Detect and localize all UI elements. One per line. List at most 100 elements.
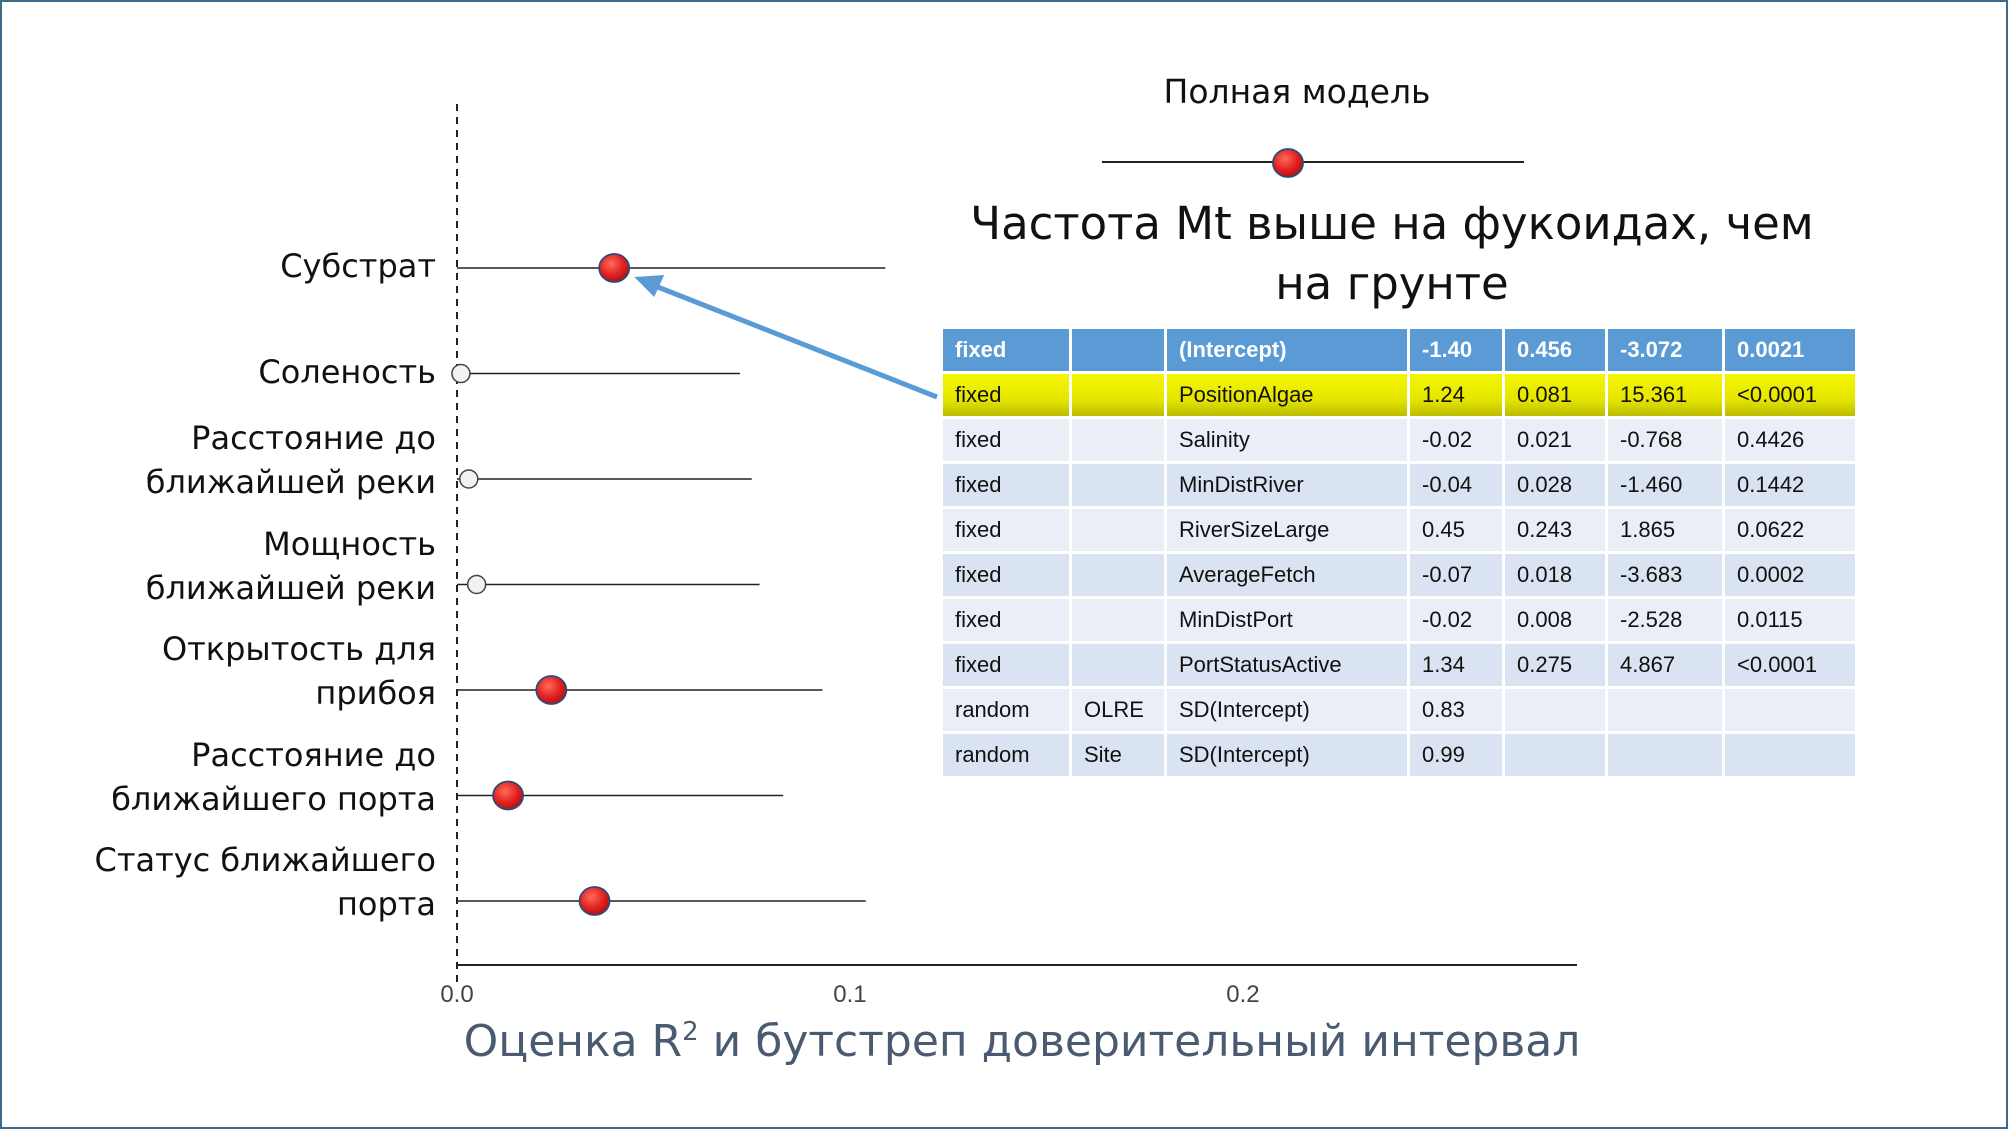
table-cell: 0.0115 [1725,599,1855,641]
x-tick-label: 0.0 [440,981,473,1008]
table-cell: <0.0001 [1725,374,1855,416]
table-cell: Salinity [1167,419,1407,461]
table-row: random Site SD(Intercept) 0.99 [943,734,1855,776]
category-label: Статус ближайшего порта [94,841,436,923]
table-row: random OLRE SD(Intercept) 0.83 [943,689,1855,731]
table-cell: 0.0002 [1725,554,1855,596]
table-row: fixed PositionAlgae 1.24 0.081 15.361 <0.0001 [943,374,1855,416]
table-cell: SD(Intercept) [1167,689,1407,731]
annotation-text: Частота Mt выше на фукоидах, чем на грун… [970,197,1814,310]
table-cell: fixed [943,464,1069,506]
table-cell: OLRE [1072,689,1164,731]
table-cell: 0.275 [1505,644,1605,686]
table-cell [1608,689,1722,731]
table-cell: 0.83 [1410,689,1502,731]
table-cell: RiverSizeLarge [1167,509,1407,551]
table-cell: -1.460 [1608,464,1722,506]
table-cell [1505,689,1605,731]
table-cell [1725,689,1855,731]
estimate-point [578,886,611,916]
category-label: Соленость [258,352,436,391]
table-row: fixed RiverSizeLarge 0.45 0.243 1.865 0.0622 [943,509,1855,551]
table-row: fixed (Intercept) -1.40 0.456 -3.072 0.0021 [943,329,1855,371]
table-cell: -2.528 [1608,599,1722,641]
estimate-point [492,780,524,811]
table-cell: -0.02 [1410,419,1502,461]
table-cell: fixed [943,644,1069,686]
table-cell: -3.072 [1608,329,1722,371]
estimate-point [598,253,631,283]
table-cell: 0.456 [1505,329,1605,371]
table-cell [1072,464,1164,506]
table-cell: random [943,734,1069,776]
table-cell: fixed [943,374,1069,416]
table-cell: AverageFetch [1167,554,1407,596]
table-cell: 15.361 [1608,374,1722,416]
coefficients-table: fixed (Intercept) -1.40 0.456 -3.072 0.0021 fi… [940,326,1858,779]
estimate-point [459,469,479,489]
category-label: Расстояние до ближайшей реки [145,419,436,501]
table-row: fixed MinDistRiver -0.04 0.028 -1.460 0.1442 [943,464,1855,506]
table-cell: -0.02 [1410,599,1502,641]
table-cell: -0.04 [1410,464,1502,506]
table-cell [1072,509,1164,551]
table-cell [1608,734,1722,776]
table-cell: 1.24 [1410,374,1502,416]
legend-label: Полная модель [1163,72,1431,111]
table-cell: MinDistRiver [1167,464,1407,506]
x-tick-label: 0.1 [833,981,866,1008]
table-cell: (Intercept) [1167,329,1407,371]
table-row: fixed Salinity -0.02 0.021 -0.768 0.4426 [943,419,1855,461]
table-cell: PortStatusActive [1167,644,1407,686]
x-tick-label: 0.2 [1226,981,1259,1008]
table-cell: -3.683 [1608,554,1722,596]
table-cell: fixed [943,329,1069,371]
table-cell [1072,554,1164,596]
table-cell [1505,734,1605,776]
table-cell: 0.1442 [1725,464,1855,506]
table-cell: fixed [943,419,1069,461]
table-cell: -0.768 [1608,419,1722,461]
category-label: Мощность ближайшей реки [145,524,436,607]
table-cell: 0.028 [1505,464,1605,506]
table-cell: SD(Intercept) [1167,734,1407,776]
table-cell: -0.07 [1410,554,1502,596]
annotation-arrow-shaft [649,281,938,400]
legend-point [1272,148,1304,178]
table-row: fixed AverageFetch -0.07 0.018 -3.683 0.0002 [943,554,1855,596]
table-cell: 0.4426 [1725,419,1855,461]
estimate-point [466,574,487,595]
table-cell [1072,419,1164,461]
category-label: Открытость для прибоя [161,630,436,712]
table-cell [1072,374,1164,416]
table-cell: 0.45 [1410,509,1502,551]
table-cell: 0.0622 [1725,509,1855,551]
x-axis-title: Оценка R2 и бутстреп доверительный интер… [463,1016,1581,1067]
table-cell: 0.243 [1505,509,1605,551]
table-cell: random [943,689,1069,731]
annotation-arrow-head [634,275,665,297]
table-cell: 0.99 [1410,734,1502,776]
table-cell: fixed [943,554,1069,596]
table-cell: 1.865 [1608,509,1722,551]
category-label: Субстрат [280,247,436,285]
table-cell: 0.021 [1505,419,1605,461]
table-row: fixed MinDistPort -0.02 0.008 -2.528 0.0115 [943,599,1855,641]
category-label: Расстояние до ближайшего порта [111,735,436,818]
table-row: fixed PortStatusActive 1.34 0.275 4.867 <0.00… [943,644,1855,686]
table-cell [1072,644,1164,686]
table-cell: 0.0021 [1725,329,1855,371]
estimate-point [451,363,471,384]
table-cell: 0.008 [1505,599,1605,641]
table-cell: fixed [943,509,1069,551]
table-cell: 0.081 [1505,374,1605,416]
table-cell: 4.867 [1608,644,1722,686]
table-cell: PositionAlgae [1167,374,1407,416]
table-cell: fixed [943,599,1069,641]
table-cell: Site [1072,734,1164,776]
table-cell: -1.40 [1410,329,1502,371]
table-cell [1072,329,1164,371]
estimate-point [535,675,568,705]
